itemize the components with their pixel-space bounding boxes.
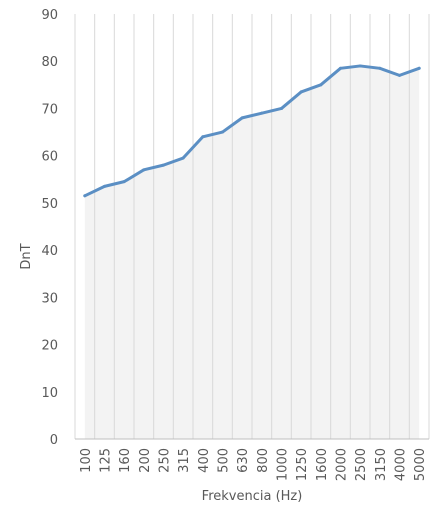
x-tick-label: 4000: [394, 448, 409, 481]
x-tick-label: 100: [79, 448, 94, 473]
data-point: [142, 168, 146, 172]
data-point: [240, 116, 244, 120]
data-point: [358, 64, 362, 68]
data-point: [103, 184, 106, 188]
data-point: [378, 66, 382, 70]
y-tick-label: 50: [41, 197, 58, 212]
data-point: [83, 194, 87, 198]
x-tick-label: 160: [118, 448, 133, 473]
y-tick-label: 10: [41, 386, 58, 401]
y-tick-label: 30: [41, 291, 58, 306]
data-point: [417, 66, 421, 70]
data-point: [260, 111, 264, 115]
x-tick-label: 200: [138, 448, 153, 473]
y-tick-label: 0: [50, 433, 58, 448]
x-axis-title: Frekvencia (Hz): [202, 489, 303, 504]
data-point: [319, 83, 323, 87]
x-tick-label: 800: [256, 448, 271, 473]
data-point: [122, 180, 126, 184]
y-tick-label: 40: [41, 244, 58, 259]
x-tick-label: 125: [99, 448, 114, 473]
x-tick-label: 315: [177, 448, 192, 473]
data-point: [201, 135, 205, 139]
y-tick-label: 90: [41, 8, 58, 23]
data-point: [339, 66, 342, 70]
x-tick-label: 630: [236, 448, 251, 473]
line-layer: [83, 64, 421, 198]
x-tick-label: 5000: [413, 448, 428, 481]
x-tick-label: 1600: [315, 448, 330, 481]
data-point: [221, 130, 224, 134]
data-point: [181, 156, 185, 160]
data-point: [398, 73, 401, 77]
x-tick-label: 3150: [374, 448, 389, 481]
y-axis-title: DnT: [19, 243, 34, 269]
x-tick-labels: 100 125 160 200 250 315 400 500 630 800 1000 1250 16…: [79, 448, 428, 481]
x-tick-label: 2500: [354, 448, 369, 481]
data-point: [280, 106, 283, 110]
y-tick-label: 60: [41, 150, 58, 165]
y-tick-labels: 0 10 20 30 40 50 60 70 80 90: [41, 8, 58, 448]
x-tick-label: 2000: [335, 448, 350, 481]
data-point: [299, 90, 303, 94]
y-tick-label: 20: [41, 339, 58, 354]
y-tick-label: 70: [41, 102, 58, 117]
x-tick-label: 500: [217, 448, 232, 473]
grid-layer: [74, 14, 430, 439]
x-tick-label: 400: [197, 448, 212, 473]
data-point: [162, 163, 165, 167]
x-tick-label: 250: [158, 448, 173, 473]
y-tick-label: 80: [41, 55, 58, 70]
x-tick-label: 1000: [276, 448, 291, 481]
x-tick-label: 1250: [295, 448, 310, 481]
series-line: [83, 64, 421, 198]
